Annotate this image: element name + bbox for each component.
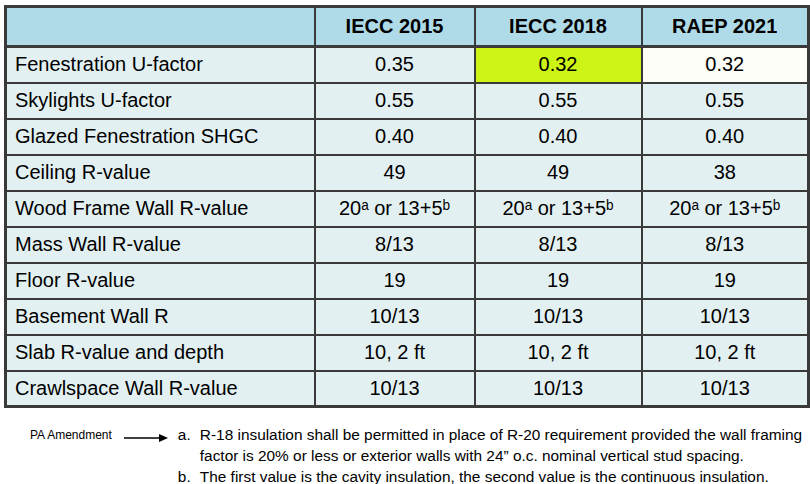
value-cell: 19 bbox=[475, 263, 642, 299]
footnote-marker: b. bbox=[178, 466, 200, 484]
arrow-right-icon bbox=[124, 433, 168, 443]
value-cell: 8/13 bbox=[315, 227, 475, 263]
value-cell: 10, 2 ft bbox=[315, 335, 475, 371]
value-cell: 8/13 bbox=[475, 227, 642, 263]
value-cell: 0.40 bbox=[475, 119, 642, 155]
table-row: Basement Wall R10/1310/1310/13 bbox=[6, 299, 809, 335]
table-row: Crawlspace Wall R-value10/1310/1310/13 bbox=[6, 371, 809, 407]
row-label: Ceiling R-value bbox=[6, 155, 315, 191]
value-cell: 38 bbox=[642, 155, 809, 191]
value-cell: 0.32 bbox=[642, 47, 809, 83]
value-cell: 0.40 bbox=[315, 119, 475, 155]
row-label: Basement Wall R bbox=[6, 299, 315, 335]
value-cell: 0.32 bbox=[475, 47, 642, 83]
row-label: Crawlspace Wall R-value bbox=[6, 371, 315, 407]
value-cell: 19 bbox=[315, 263, 475, 299]
value-cell: 10/13 bbox=[475, 371, 642, 407]
table-row: Glazed Fenestration SHGC0.400.400.40 bbox=[6, 119, 809, 155]
table-header-row: IECC 2015IECC 2018RAEP 2021 bbox=[6, 7, 809, 47]
value-cell: 20ᵃ or 13+5ᵇ bbox=[315, 191, 475, 227]
value-cell: 10/13 bbox=[475, 299, 642, 335]
screen: IECC 2015IECC 2018RAEP 2021 Fenestration… bbox=[0, 0, 810, 484]
value-cell: 0.55 bbox=[642, 83, 809, 119]
table-row: Floor R-value191919 bbox=[6, 263, 809, 299]
value-cell: 0.55 bbox=[315, 83, 475, 119]
footnote-text: The first value is the cavity insulation… bbox=[200, 466, 810, 484]
row-label: Glazed Fenestration SHGC bbox=[6, 119, 315, 155]
value-cell: 20ᵃ or 13+5ᵇ bbox=[475, 191, 642, 227]
footnote-marker: a. bbox=[178, 424, 200, 445]
value-cell: 20ᵃ or 13+5ᵇ bbox=[642, 191, 809, 227]
value-cell: 49 bbox=[315, 155, 475, 191]
code-comparison-table: IECC 2015IECC 2018RAEP 2021 Fenestration… bbox=[4, 5, 810, 408]
value-cell: 49 bbox=[475, 155, 642, 191]
value-cell: 10/13 bbox=[642, 371, 809, 407]
header-cell: IECC 2015 bbox=[315, 7, 475, 47]
table-body: Fenestration U-factor0.350.320.32Skyligh… bbox=[6, 47, 809, 407]
value-cell: 19 bbox=[642, 263, 809, 299]
footnote-list: a.R-18 insulation shall be permitted in … bbox=[178, 424, 810, 484]
footnotes-section: PA Amendment a.R-18 insulation shall be … bbox=[30, 424, 810, 484]
row-label: Slab R-value and depth bbox=[6, 335, 315, 371]
value-cell: 8/13 bbox=[642, 227, 809, 263]
table-row: Skylights U-factor0.550.550.55 bbox=[6, 83, 809, 119]
value-cell: 10/13 bbox=[642, 299, 809, 335]
pa-amendment-label: PA Amendment bbox=[30, 424, 112, 442]
table-row: Mass Wall R-value8/138/138/13 bbox=[6, 227, 809, 263]
row-label: Skylights U-factor bbox=[6, 83, 315, 119]
header-cell: RAEP 2021 bbox=[642, 7, 809, 47]
value-cell: 10, 2 ft bbox=[475, 335, 642, 371]
value-cell: 0.35 bbox=[315, 47, 475, 83]
row-label: Floor R-value bbox=[6, 263, 315, 299]
footnote-item: b.The first value is the cavity insulati… bbox=[178, 466, 810, 484]
header-cell-blank bbox=[6, 7, 315, 47]
value-cell: 10, 2 ft bbox=[642, 335, 809, 371]
row-label: Mass Wall R-value bbox=[6, 227, 315, 263]
footnote-text: R-18 insulation shall be permitted in pl… bbox=[200, 424, 810, 466]
table-row: Slab R-value and depth10, 2 ft10, 2 ft10… bbox=[6, 335, 809, 371]
header-cell: IECC 2018 bbox=[475, 7, 642, 47]
value-cell: 0.40 bbox=[642, 119, 809, 155]
table-row: Ceiling R-value494938 bbox=[6, 155, 809, 191]
table-row: Wood Frame Wall R-value20ᵃ or 13+5ᵇ20ᵃ o… bbox=[6, 191, 809, 227]
footnote-item: a.R-18 insulation shall be permitted in … bbox=[178, 424, 810, 466]
row-label: Fenestration U-factor bbox=[6, 47, 315, 83]
value-cell: 10/13 bbox=[315, 299, 475, 335]
row-label: Wood Frame Wall R-value bbox=[6, 191, 315, 227]
value-cell: 0.55 bbox=[475, 83, 642, 119]
value-cell: 10/13 bbox=[315, 371, 475, 407]
table-row: Fenestration U-factor0.350.320.32 bbox=[6, 47, 809, 83]
